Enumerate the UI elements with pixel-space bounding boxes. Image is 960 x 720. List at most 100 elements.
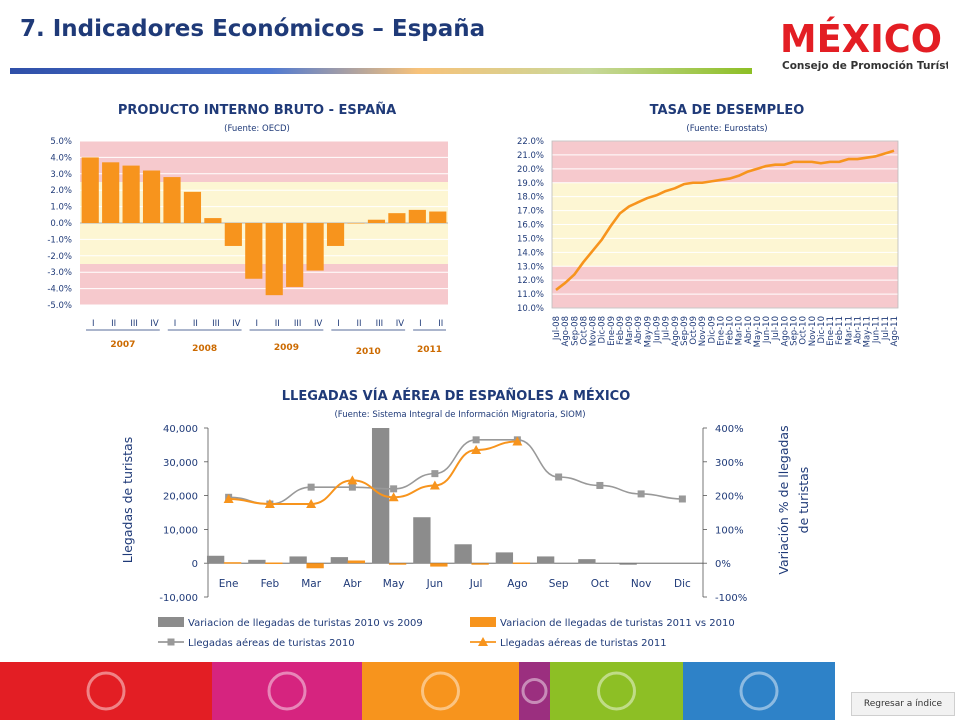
unemployment-xtick-label: Feb-11: [835, 316, 845, 345]
arrivals-right-axis-label-1: Variación % de llegadas: [776, 425, 791, 574]
arrivals-legend: Variacion de llegadas de turistas 2010 v…: [158, 617, 735, 649]
pib-quarter-label: I: [92, 319, 95, 329]
pib-quarter-label: III: [294, 319, 302, 329]
arrivals-right-ytick-label: 300%: [715, 458, 744, 469]
unemployment-xtick-label: Nov-08: [589, 316, 599, 346]
unemployment-line: [555, 149, 895, 291]
pib-ytick-label: -4.0%: [47, 285, 72, 295]
arrivals-bar-2011: [347, 560, 366, 564]
arrivals-bar-2010: [371, 428, 390, 564]
arrivals-marker-2010: [555, 473, 563, 481]
unemployment-ytick-label: 17.0%: [517, 207, 544, 217]
pib-bar: [286, 223, 304, 287]
pib-bg-red: [80, 141, 448, 305]
footer-motif-icon: [421, 671, 460, 711]
arrivals-month-label: Abr: [343, 578, 362, 590]
pib-quarter-label: IV: [314, 319, 323, 329]
pib-quarter-label: III: [376, 319, 384, 329]
arrivals-month-label: Jun: [426, 578, 443, 590]
arrivals-bar-2010: [248, 559, 266, 564]
arrivals-bar-2011: [388, 563, 407, 565]
arrivals-bar-2010: [413, 517, 431, 564]
unemployment-ytick-label: 21.0%: [517, 151, 544, 161]
unemployment-xtick-label: Jul-09: [662, 316, 672, 341]
pib-bar: [429, 211, 447, 223]
pib-bar: [347, 223, 365, 224]
arrivals-month-label: Ago: [507, 578, 527, 590]
unemployment-xtick-label: Sep-09: [680, 316, 690, 346]
arrivals-bar-2010: [495, 552, 514, 564]
pib-year-label: 2008: [192, 344, 217, 354]
mexico-logo: MÉXICO Consejo de Promoción Turística: [780, 17, 948, 72]
footer-motif-icon: [267, 671, 307, 711]
unemployment-xtick-label: Feb-10: [726, 316, 736, 345]
unemployment-xtick-label: Feb-09: [616, 316, 626, 345]
legend-square-marker: [167, 638, 175, 646]
unemployment-xtick-label: Abr-10: [744, 316, 754, 344]
arrivals-bar-2010: [330, 557, 349, 564]
pib-quarter-label: II: [193, 319, 198, 329]
arrivals-month-label: Oct: [591, 578, 609, 590]
unemployment-xtick-label: Oct-10: [799, 316, 809, 345]
legend-label: Variacion de llegadas de turistas 2010 v…: [188, 618, 423, 629]
arrivals-bar-2010: [536, 556, 555, 564]
legend-triangle-marker: [478, 637, 488, 646]
footer-color-block: [212, 662, 362, 720]
legend-label: Llegadas aéreas de turistas 2011: [500, 637, 667, 649]
arrivals-left-ytick-label: 10,000: [163, 525, 198, 536]
unemployment-xtick-label: Nov-09: [698, 316, 708, 346]
unemployment-xtick-label: Oct-08: [579, 316, 589, 345]
pib-bar: [183, 191, 202, 223]
pib-bar: [102, 162, 120, 223]
unemployment-ytick-label: 13.0%: [517, 262, 544, 272]
pib-bar: [81, 157, 99, 223]
pib-plot-area: 5.0% 4.0% 3.0% 2.0% 1.0% 0.0% -1.0% -2.0% -3.0% -…: [47, 137, 448, 357]
pib-bar: [142, 170, 161, 223]
arrivals-marker-2011: [306, 499, 317, 509]
pib-quarter-label: IV: [232, 319, 241, 329]
legend-label: Variacion de llegadas de turistas 2011 v…: [500, 618, 735, 629]
arrivals-left-ytick-label: 20,000: [163, 492, 198, 503]
pib-bar: [367, 219, 386, 223]
unemployment-ytick-label: 15.0%: [517, 234, 544, 244]
pib-ytick-label: 2.0%: [50, 186, 72, 196]
arrivals-bar-2011: [223, 562, 242, 564]
pib-ytick-label: 5.0%: [50, 137, 72, 147]
footer-color-block: [550, 662, 683, 720]
footer-color-block: [519, 662, 550, 720]
unemployment-ytick-label: 16.0%: [517, 221, 544, 231]
unemployment-xtick-label: Nov-10: [808, 316, 818, 346]
unemployment-xtick-label: Abr-11: [853, 316, 863, 344]
footer-color-block: [0, 662, 212, 720]
footer-motif-icon: [86, 671, 126, 711]
footer-band: [0, 662, 960, 720]
arrivals-marker-2010: [348, 483, 356, 491]
legend-label: Llegadas aéreas de turistas 2010: [188, 637, 355, 649]
title-underline: [10, 68, 752, 74]
pib-year-label: 2010: [356, 347, 381, 357]
unemployment-xtick-label: Jun-10: [762, 316, 772, 344]
pib-subtitle: (Fuente: OECD): [224, 124, 290, 134]
unemployment-ytick-label: 19.0%: [517, 179, 544, 189]
unemployment-xtick-label: May-10: [753, 316, 763, 347]
pib-quarter-label: II: [111, 319, 116, 329]
pib-bar: [204, 218, 222, 223]
logo-word: MÉXICO: [780, 17, 942, 61]
unemployment-xtick-label: Ene-10: [716, 316, 726, 346]
arrivals-left-axis-label: Llegadas de turistas: [120, 437, 135, 563]
unemployment-xtick-label: Oct-09: [689, 316, 699, 345]
footer-color-block: [362, 662, 519, 720]
arrivals-right-ytick-label: 200%: [715, 492, 744, 503]
pib-quarter-label: I: [174, 319, 177, 329]
legend-bar-swatch: [470, 617, 496, 627]
pib-quarter-label: II: [438, 319, 443, 329]
pib-bar: [388, 213, 406, 223]
arrivals-left-ytick-label: 30,000: [163, 458, 198, 469]
pib-year-label: 2007: [110, 340, 135, 350]
arrivals-month-label: Feb: [261, 578, 280, 590]
arrivals-marker-2010: [678, 495, 686, 503]
pib-quarter-label: II: [356, 319, 361, 329]
arrivals-bar-2010: [289, 556, 307, 564]
logo-subtitle: Consejo de Promoción Turística: [782, 60, 948, 72]
back-to-index-button[interactable]: Regresar a índice: [851, 692, 955, 716]
